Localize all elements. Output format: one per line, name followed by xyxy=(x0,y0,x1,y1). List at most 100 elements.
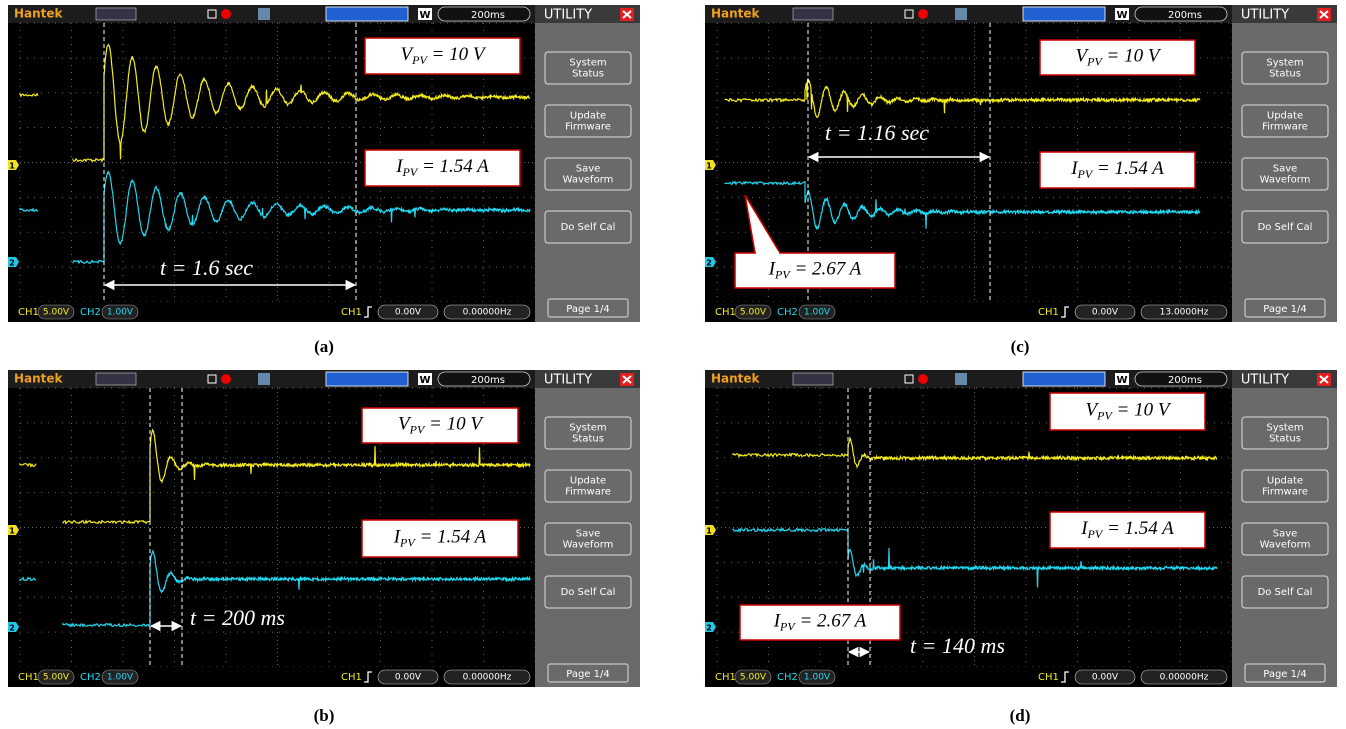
mode: W xyxy=(419,10,430,21)
ch2-scale: 1.00V xyxy=(107,673,134,683)
mode: W xyxy=(1116,10,1127,21)
menu-button-label: Save xyxy=(1273,164,1298,175)
page: HantekW200msUTILITYSystemStatusUpdateFir… xyxy=(0,0,1346,729)
figure: HantekW200msUTILITYSystemStatusUpdateFir… xyxy=(0,0,1346,729)
wave-icon xyxy=(1023,372,1105,386)
menu-button-label: Waveform xyxy=(1260,175,1311,186)
menu-button-label: Do Self Cal xyxy=(561,222,616,233)
ch2-scale: 1.00V xyxy=(107,308,134,318)
menu-title: UTILITY xyxy=(544,8,592,23)
trigger-source: CH1 xyxy=(1038,672,1059,683)
menu-button-label: Save xyxy=(1273,529,1298,540)
wave-icon xyxy=(326,7,408,21)
ch1-label: CH1 xyxy=(18,307,39,318)
menu-title: UTILITY xyxy=(544,373,592,388)
interval-label: t = 140 ms xyxy=(910,633,1005,658)
menu-button-label: Status xyxy=(1269,69,1301,80)
page-label: Page 1/4 xyxy=(566,669,609,680)
menu-button-label: Do Self Cal xyxy=(1258,222,1313,233)
mode: W xyxy=(419,375,430,386)
timebase: 200ms xyxy=(1168,10,1202,21)
menu-button-label: Waveform xyxy=(563,540,614,551)
record-icon xyxy=(918,9,928,19)
menu-title: UTILITY xyxy=(1241,373,1289,388)
icon-box xyxy=(793,373,833,385)
frequency: 0.00000Hz xyxy=(463,308,512,318)
ch1-label: CH1 xyxy=(715,307,736,318)
menu-button-label: Firmware xyxy=(565,487,611,498)
timebase: 200ms xyxy=(1168,375,1202,386)
panel-caption: (b) xyxy=(314,706,335,725)
trigger-source: CH1 xyxy=(341,672,362,683)
page-label: Page 1/4 xyxy=(1263,304,1306,315)
trigger-level: 0.00V xyxy=(395,308,422,318)
annotation-text: = 10 V xyxy=(1112,400,1172,421)
menu-button-label: Update xyxy=(570,111,606,122)
ch1-scale: 5.00V xyxy=(740,673,767,683)
annotation-text: = 2.67 A xyxy=(790,259,862,280)
menu-button-label: System xyxy=(569,58,606,69)
frequency: 0.00000Hz xyxy=(463,673,512,683)
ch1-scale: 5.00V xyxy=(43,308,70,318)
page-label: Page 1/4 xyxy=(566,304,609,315)
annotation-text: = 10 V xyxy=(1102,46,1162,67)
panel-caption: (a) xyxy=(314,337,334,356)
save-icon xyxy=(955,8,967,20)
menu-button-label: Waveform xyxy=(1260,540,1311,551)
frequency: 0.00000Hz xyxy=(1160,673,1209,683)
ch1-scale: 5.00V xyxy=(43,673,70,683)
channel-marker-label: 2 xyxy=(9,624,15,633)
wave-icon xyxy=(1023,7,1105,21)
menu-button-label: Status xyxy=(1269,434,1301,445)
annotation-text: = 2.67 A xyxy=(795,611,867,632)
scope-panel: Hantek W 200ms UTILITY SystemStatus UpdateFir… xyxy=(8,5,640,322)
menu-button-label: Save xyxy=(576,529,601,540)
ch2-scale: 1.00V xyxy=(804,673,831,683)
menu-button-label: Firmware xyxy=(1262,487,1308,498)
menu-button-label: Update xyxy=(1267,476,1303,487)
timebase: 200ms xyxy=(471,10,505,21)
menu-button-label: Status xyxy=(572,69,604,80)
menu-button-label: Update xyxy=(570,476,606,487)
icon-box xyxy=(96,8,136,20)
menu-button-label: Waveform xyxy=(563,175,614,186)
annotation-text: = 1.54 A xyxy=(415,527,487,548)
menu-button-label: Firmware xyxy=(565,122,611,133)
menu-button-label: Status xyxy=(572,434,604,445)
record-icon xyxy=(221,374,231,384)
annotation-text: = 10 V xyxy=(427,44,487,65)
channel-marker-label: 2 xyxy=(706,259,712,268)
menu-button-label: System xyxy=(1266,58,1303,69)
brand: Hantek xyxy=(14,372,64,386)
wave-icon xyxy=(326,372,408,386)
ch2-scale: 1.00V xyxy=(804,308,831,318)
frequency: 13.0000Hz xyxy=(1160,308,1209,318)
ch1-label: CH1 xyxy=(18,672,39,683)
menu-button-label: Do Self Cal xyxy=(561,587,616,598)
menu-button-label: System xyxy=(569,423,606,434)
channel-marker-label: 2 xyxy=(9,259,15,268)
trigger-source: CH1 xyxy=(341,307,362,318)
annotation-text: = 1.54 A xyxy=(1092,158,1164,179)
menu-button-label: Update xyxy=(1267,111,1303,122)
ch1-label: CH1 xyxy=(715,672,736,683)
menu-button-label: System xyxy=(1266,423,1303,434)
trigger-level: 0.00V xyxy=(1092,673,1119,683)
menu-button-label: Firmware xyxy=(1262,122,1308,133)
interval-label: t = 200 ms xyxy=(190,605,285,630)
channel-marker-label: 1 xyxy=(706,162,712,171)
brand: Hantek xyxy=(14,7,64,21)
ch2-label: CH2 xyxy=(777,672,798,683)
trigger-level: 0.00V xyxy=(1092,308,1119,318)
page-label: Page 1/4 xyxy=(1263,669,1306,680)
brand: Hantek xyxy=(711,372,761,386)
icon-box xyxy=(793,8,833,20)
scope-panel: HantekW200msUTILITYSystemStatusUpdateFir… xyxy=(8,370,640,687)
ch2-label: CH2 xyxy=(80,672,101,683)
menu-title: UTILITY xyxy=(1241,8,1289,23)
ch1-scale: 5.00V xyxy=(740,308,767,318)
save-icon xyxy=(258,8,270,20)
menu-button-label: Save xyxy=(576,164,601,175)
icon-box xyxy=(96,373,136,385)
